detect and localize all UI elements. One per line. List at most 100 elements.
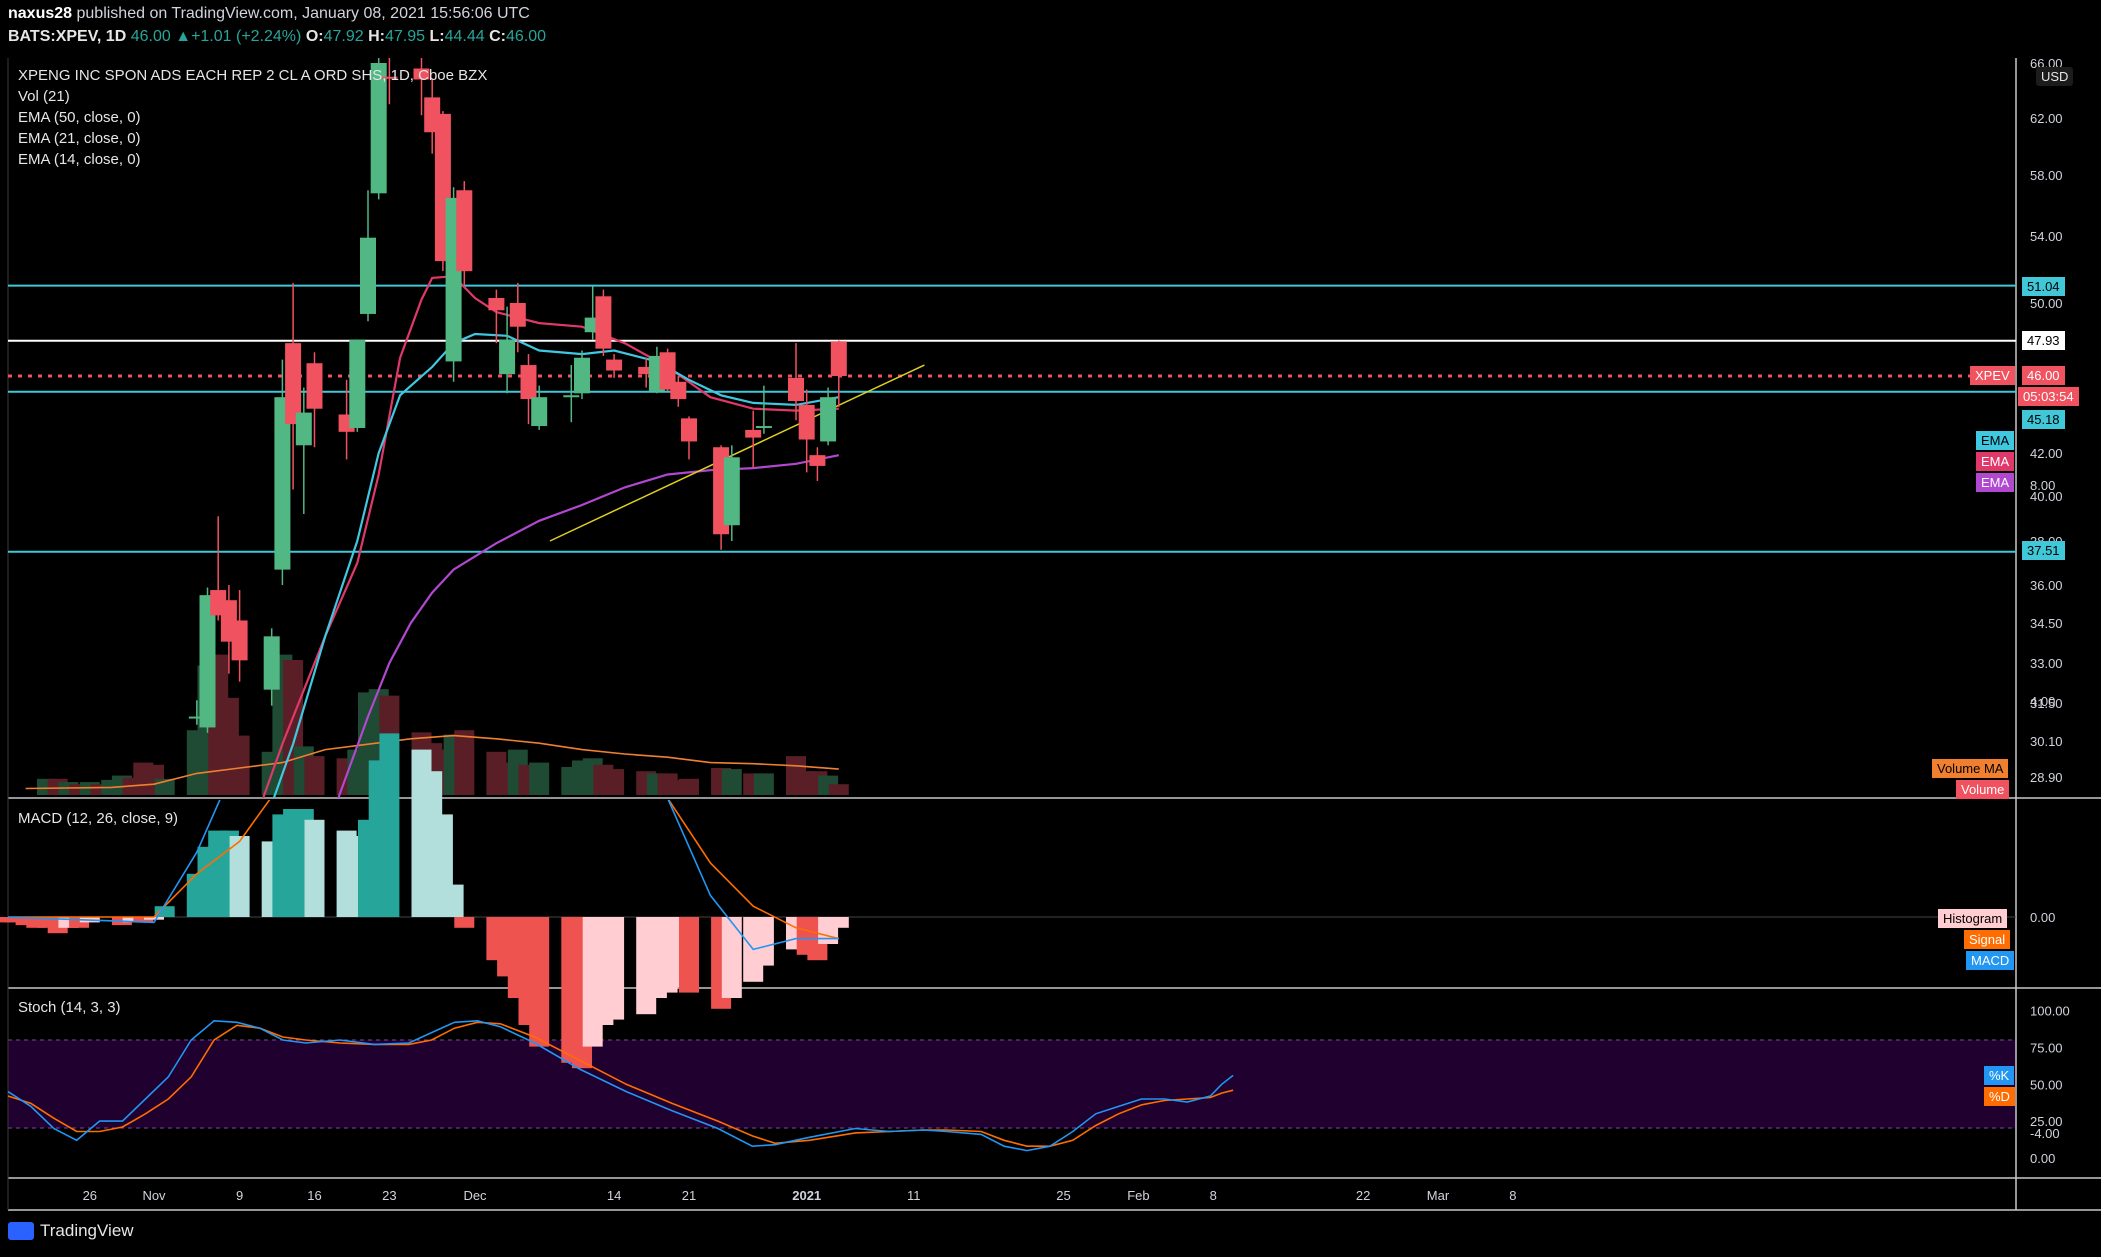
brand[interactable]: TradingView <box>8 1221 134 1241</box>
stoch-band <box>8 1040 2016 1128</box>
open-label: O: <box>305 28 324 45</box>
price-tick-label: 33.00 <box>2030 656 2063 671</box>
volume-bar <box>454 730 475 795</box>
time-axis-label: 16 <box>307 1188 321 1203</box>
candle-body <box>381 76 398 79</box>
time-axis-label: 26 <box>83 1188 97 1203</box>
macd-title[interactable]: MACD (12, 26, close, 9) <box>18 810 179 827</box>
macd-histogram-bar <box>529 917 550 1047</box>
macd-histogram-bar <box>15 917 36 926</box>
candle-body <box>659 352 676 390</box>
candle-body <box>809 455 826 466</box>
macd-histogram-bar <box>133 917 154 923</box>
legend-ema14[interactable]: EMA (14, close, 0) <box>18 151 141 168</box>
price-tick-label: 36.00 <box>2030 578 2063 593</box>
price-tick-label: 50.00 <box>2030 296 2063 311</box>
price-tick-label: 28.90 <box>2030 770 2063 785</box>
macd-tick-label: 8.00 <box>2030 478 2055 493</box>
candle-body <box>723 457 740 526</box>
symbol-ohlc: BATS:XPEV, 1D 46.00 ▲+1.01 (+2.24%) O:47… <box>8 28 546 46</box>
macd-histogram-bar <box>828 917 849 928</box>
macd-histogram-bar <box>454 917 475 928</box>
legend-ema21[interactable]: EMA (21, close, 0) <box>18 130 141 147</box>
candle-body <box>820 397 837 442</box>
candle-body <box>798 404 815 440</box>
stoch-k-line <box>7 1019 1234 1152</box>
candle-body <box>285 343 302 425</box>
price-change: +1.01 (+2.24%) <box>191 28 302 45</box>
volume-bar <box>304 756 325 795</box>
volume-bar <box>604 769 625 795</box>
close-value: 46.00 <box>505 28 547 45</box>
price-tick-label: 42.00 <box>2030 446 2063 461</box>
candle-body <box>306 363 323 409</box>
candle-body <box>563 395 580 398</box>
brand-name: TradingView <box>40 1221 134 1240</box>
stoch-tick-label: 0.00 <box>2030 1151 2055 1166</box>
up-triangle-icon: ▲ <box>175 28 192 45</box>
volume-bar <box>90 784 111 795</box>
candle-body <box>456 190 473 272</box>
volume-ma-line <box>25 734 839 790</box>
candle-body <box>199 595 216 728</box>
candle-body <box>574 357 590 394</box>
candle-body <box>509 303 526 327</box>
high-label: H: <box>368 28 385 45</box>
volume-bar <box>69 784 90 795</box>
macd-histogram-bar <box>26 917 47 928</box>
macd-tick-label: 4.00 <box>2030 694 2055 709</box>
signal-tag: Signal <box>1964 930 2011 949</box>
macd-tick-label: -4.00 <box>2030 1126 2060 1141</box>
stoch-tick-label: 100.00 <box>2030 1004 2070 1019</box>
candle-body <box>788 377 804 402</box>
candle-body <box>231 620 248 661</box>
currency-tag[interactable]: USD <box>2036 67 2074 86</box>
price-tick-label: 40.00 <box>2030 489 2063 504</box>
candle-body <box>370 63 387 194</box>
volume-bar <box>753 773 774 795</box>
volume-bar <box>229 735 250 795</box>
candle-body <box>499 339 516 375</box>
price-tick-label: 34.50 <box>2030 616 2063 631</box>
candle-body <box>531 397 548 427</box>
volume-ma-tag: Volume MA <box>1932 759 2009 778</box>
ema14-line <box>272 332 839 798</box>
last-price: 46.00 <box>130 28 171 45</box>
macd-histogram-bar <box>304 819 325 917</box>
stoch-tick-label: 25.00 <box>2030 1114 2063 1129</box>
author-name[interactable]: naxus28 <box>8 5 73 22</box>
stoch-tick-label: 75.00 <box>2030 1040 2063 1055</box>
stoch-k-tag: %K <box>1984 1066 2015 1085</box>
ema50-tag: EMA <box>1976 473 2015 492</box>
candle-body <box>349 339 366 428</box>
stoch-d-line <box>7 1021 1234 1147</box>
stoch-tick-label: 50.00 <box>2030 1077 2063 1092</box>
high-value: 47.95 <box>384 28 426 45</box>
macd-tick-label: 0.00 <box>2030 910 2055 925</box>
candle-body <box>520 365 537 400</box>
stoch-title[interactable]: Stoch (14, 3, 3) <box>18 999 121 1016</box>
price-tick-label: 31.50 <box>2030 696 2063 711</box>
price-tick-label: 54.00 <box>2030 229 2063 244</box>
price-tick-label: 58.00 <box>2030 168 2063 183</box>
macd-histogram-bar <box>229 836 250 917</box>
macd-histogram-bar <box>144 917 164 920</box>
ema14-tag: EMA <box>1976 431 2015 450</box>
macd-histogram-bar <box>753 917 774 966</box>
stoch-d-tag: %D <box>1984 1087 2015 1106</box>
time-axis-label: 23 <box>382 1188 396 1203</box>
legend-ema50[interactable]: EMA (50, close, 0) <box>18 109 141 126</box>
macd-histogram-bar <box>604 917 625 1020</box>
time-axis-label: 9 <box>236 1188 243 1203</box>
macd-histogram-bar <box>37 917 57 928</box>
publish-text: published on TradingView.com, January 08… <box>72 5 530 22</box>
open-value: 47.92 <box>323 28 364 45</box>
trendline <box>549 364 925 542</box>
candle-body <box>745 429 762 438</box>
price-pane <box>8 58 2016 798</box>
volume-tag: Volume <box>1956 780 2010 799</box>
legend-vol[interactable]: Vol (21) <box>18 88 70 105</box>
time-axis-label: 14 <box>607 1188 621 1203</box>
time-axis-label: Nov <box>142 1188 166 1203</box>
